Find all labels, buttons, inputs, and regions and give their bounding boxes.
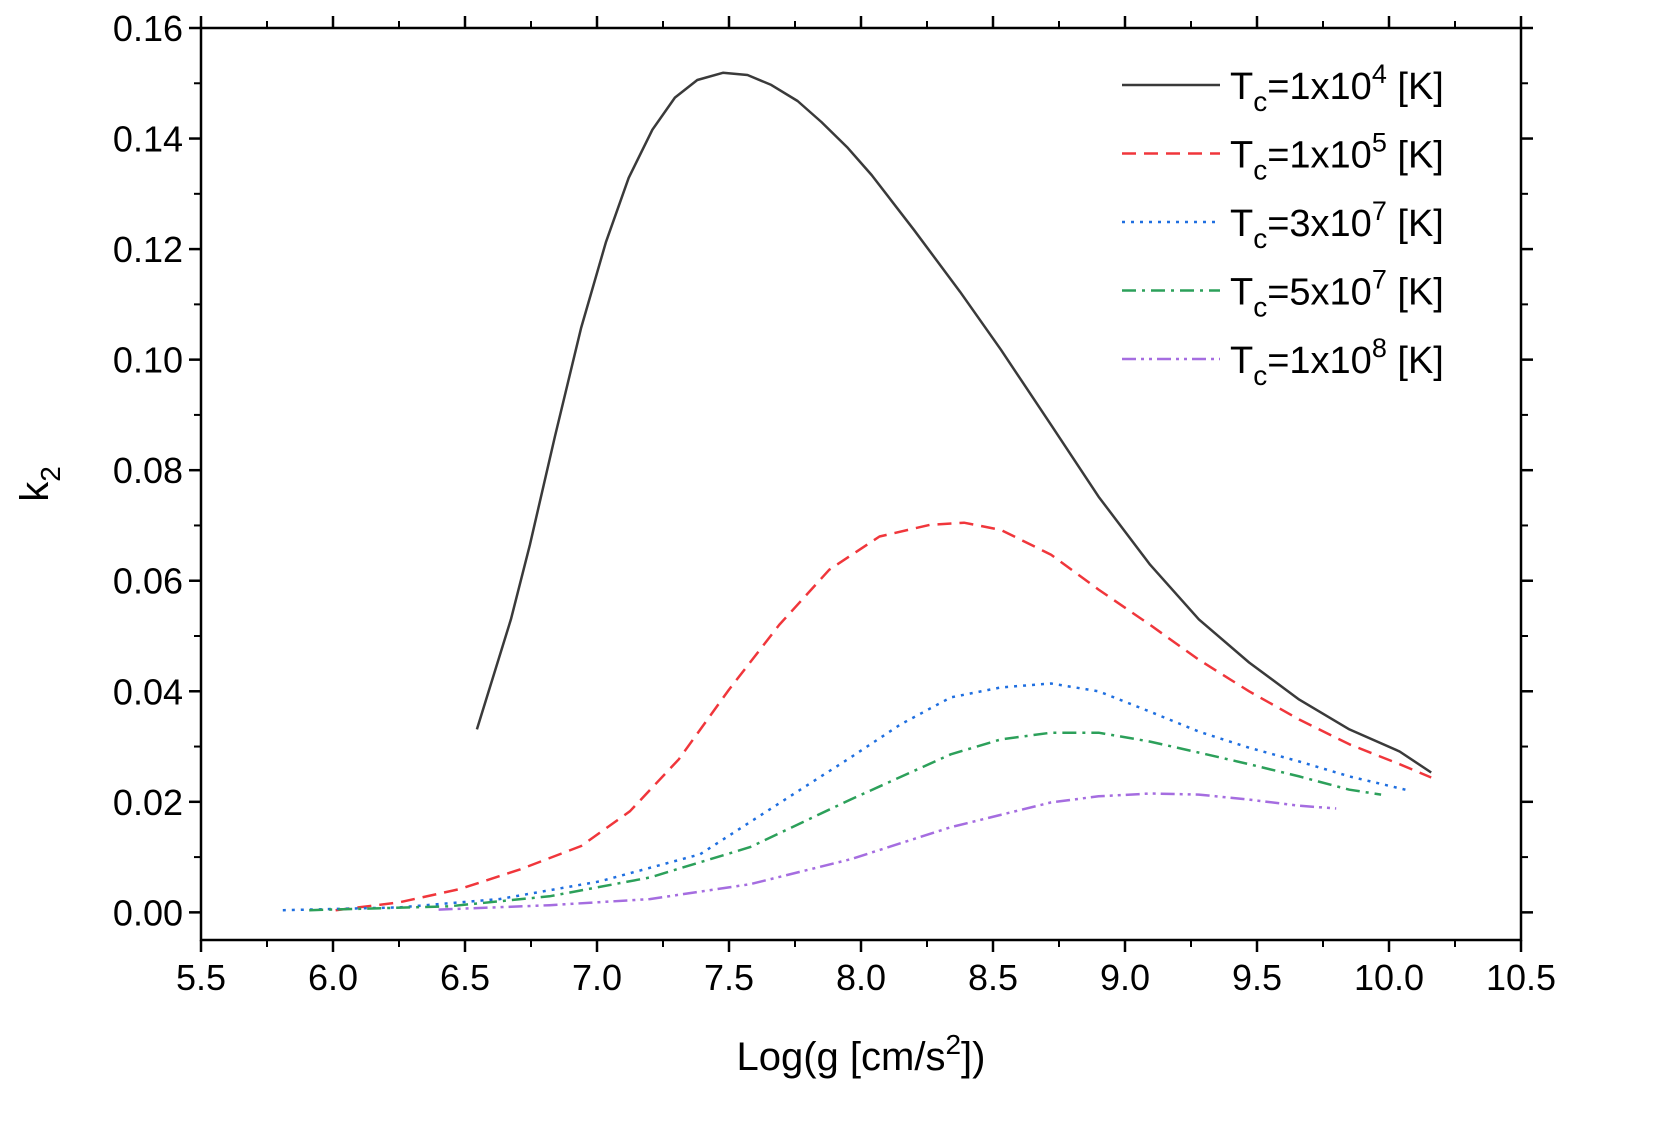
series-line-1 — [335, 521, 1432, 912]
series-line-4 — [438, 792, 1337, 911]
x-tick-label: 7.0 — [572, 957, 622, 998]
x-tick-label: 10.5 — [1486, 957, 1556, 998]
axis-ticks: 5.5 6.0 6.5 7.0 7.5 8.0 8.5 9.0 9.5 10.0 10.5 0.00 0… — [113, 8, 1556, 998]
y-tick-label: 0.06 — [113, 561, 183, 602]
x-tick-label: 9.5 — [1232, 957, 1282, 998]
x-tick-label: 9.0 — [1100, 957, 1150, 998]
x-tick-label: 8.5 — [968, 957, 1018, 998]
y-tick-label: 0.10 — [113, 340, 183, 381]
series-line-3 — [309, 731, 1382, 912]
legend-label: Tc=3x107 [K] — [1230, 196, 1444, 254]
y-axis-label: k2 — [13, 466, 66, 502]
y-tick-label: 0.02 — [113, 782, 183, 823]
series-line-2 — [282, 682, 1411, 912]
legend-label: Tc=1x105 [K] — [1230, 128, 1444, 186]
x-tick-label: 6.5 — [440, 957, 490, 998]
y-tick-label: 0.00 — [113, 892, 183, 933]
y-tick-label: 0.04 — [113, 671, 183, 712]
x-tick-label: 5.5 — [176, 957, 226, 998]
series-line-0 — [475, 71, 1432, 774]
x-tick-label: 8.0 — [836, 957, 886, 998]
y-tick-label: 0.16 — [113, 8, 183, 49]
y-tick-label: 0.14 — [113, 119, 183, 160]
legend-label: Tc=5x107 [K] — [1230, 265, 1444, 323]
x-tick-label: 7.5 — [704, 957, 754, 998]
x-tick-label: 6.0 — [308, 957, 358, 998]
legend-label: Tc=1x104 [K] — [1230, 59, 1444, 117]
x-tick-label: 10.0 — [1354, 957, 1424, 998]
legend: Tc=1x104 [K] Tc=1x105 [K] Tc=3x107 [K] Tc=5… — [1122, 59, 1444, 391]
plot-area — [282, 71, 1432, 912]
legend-label: Tc=1x108 [K] — [1230, 333, 1444, 391]
y-tick-label: 0.12 — [113, 229, 183, 270]
y-tick-label: 0.08 — [113, 450, 183, 491]
x-axis-label: Log(g [cm/s2]) — [737, 1029, 986, 1079]
